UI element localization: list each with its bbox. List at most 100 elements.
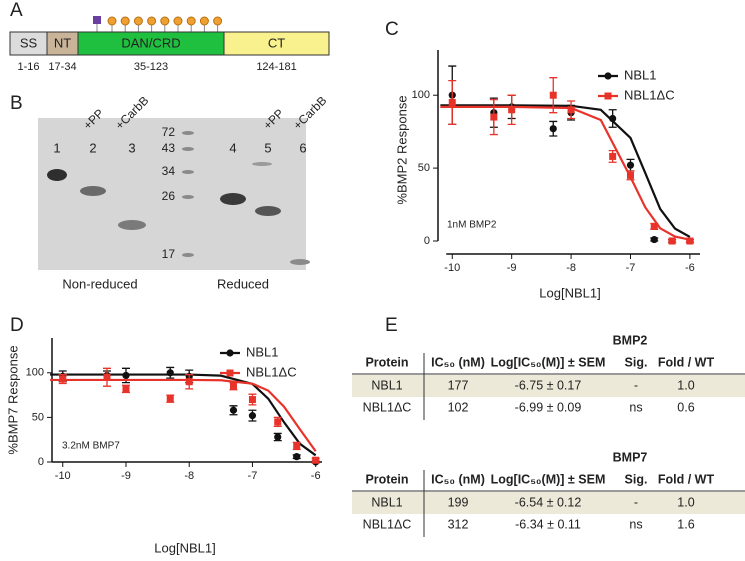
marker-label: 34 <box>162 164 176 178</box>
x-tick-label: -9 <box>507 262 517 274</box>
point <box>274 433 282 441</box>
table-cell: ns <box>629 517 642 531</box>
square-symbol <box>93 16 101 24</box>
table-cell: NBL1 <box>371 495 402 509</box>
y-tick-label: 0 <box>38 456 44 468</box>
band <box>47 169 67 181</box>
y-tick-label: 50 <box>418 162 430 174</box>
table-header: Log[IC₅₀(M)] ± SEM <box>491 472 606 486</box>
domain-name: NT <box>54 35 71 50</box>
band <box>220 193 246 205</box>
circle-symbol <box>213 16 223 26</box>
domain-name: SS <box>20 35 38 50</box>
marker-label: 72 <box>162 125 176 139</box>
point <box>650 222 658 230</box>
point <box>626 161 635 169</box>
point <box>293 442 301 450</box>
table-cell: NBL1ΔC <box>363 517 412 531</box>
table-cell: - <box>634 495 638 509</box>
legend-label: NBL1ΔC <box>246 364 297 379</box>
lane-header: +CarbB <box>290 93 329 132</box>
circle-symbol <box>133 16 143 26</box>
domain-range: 1-16 <box>17 61 39 73</box>
domain-name: DAN/CRD <box>121 35 180 50</box>
row-shade <box>352 375 745 397</box>
marker-band <box>182 170 194 174</box>
x-axis-label: Log[NBL1] <box>154 540 215 555</box>
y-axis-label: %BMP7 Response <box>5 345 20 454</box>
legend-marker <box>226 349 234 357</box>
band <box>80 186 106 196</box>
point <box>609 114 617 123</box>
point <box>122 371 130 380</box>
circle-symbol <box>160 16 170 26</box>
table-header: Log[IC₅₀(M)] ± SEM <box>491 355 606 369</box>
circle-symbol <box>173 16 183 26</box>
point <box>166 369 174 377</box>
table-decor <box>352 353 745 537</box>
table-header: Sig. <box>625 472 648 486</box>
point <box>448 98 456 106</box>
legend-label: NBL1ΔC <box>624 87 675 102</box>
x-tick-label: -6 <box>311 470 321 482</box>
table-header: Sig. <box>625 355 648 369</box>
table-header: Fold / WT <box>658 355 715 369</box>
band <box>118 220 146 230</box>
table-cell: 199 <box>448 495 469 509</box>
x-tick-label: -8 <box>566 262 576 274</box>
marker-label: 26 <box>162 189 176 203</box>
table-cell: -6.99 ± 0.09 <box>515 400 582 414</box>
legend-label: NBL1 <box>246 344 279 359</box>
panel-label: C <box>385 19 399 40</box>
point <box>122 385 130 393</box>
x-axis-label: Log[NBL1] <box>539 285 600 300</box>
annotation: 1nM BMP2 <box>447 220 497 231</box>
lane-number: 3 <box>128 140 135 155</box>
marker-band <box>182 195 194 199</box>
table-cell: 1.6 <box>677 517 694 531</box>
marker-label: 43 <box>162 141 176 155</box>
x-tick-label: -6 <box>685 262 695 274</box>
x-tick-label: -8 <box>184 470 194 482</box>
circle-symbol <box>199 16 209 26</box>
lane-number: 6 <box>299 140 306 155</box>
table-cell: NBL1ΔC <box>363 400 412 414</box>
lane-number: 5 <box>264 140 271 155</box>
annotation: 3.2nM BMP7 <box>62 441 120 452</box>
marker-band <box>182 131 194 135</box>
y-tick-label: 0 <box>424 235 430 247</box>
gel <box>38 118 310 270</box>
group-label: Non-reduced <box>62 276 137 291</box>
domain-name: CT <box>268 35 285 50</box>
point <box>166 395 174 403</box>
y-axis-label: %BMP2 Response <box>394 95 409 204</box>
point <box>609 152 617 160</box>
point <box>274 418 282 426</box>
panel-label: D <box>10 315 24 336</box>
domain-range: 17-34 <box>48 61 76 73</box>
point <box>668 237 676 245</box>
point <box>549 91 557 99</box>
point <box>626 171 634 179</box>
table-header: Protein <box>365 355 408 369</box>
panel-label: B <box>10 93 23 114</box>
point <box>59 375 67 383</box>
table-cell: -6.34 ± 0.11 <box>515 517 581 531</box>
table-cell: 312 <box>448 517 469 531</box>
lane-number: 4 <box>229 140 236 155</box>
marker-band <box>182 147 194 151</box>
circle-symbol <box>147 16 157 26</box>
point <box>549 125 557 133</box>
table-cell: 0.6 <box>677 400 694 414</box>
table-title: BMP2 <box>613 333 648 347</box>
table-cell: 1.0 <box>677 495 694 509</box>
circle-symbol <box>186 16 196 26</box>
band <box>290 259 310 265</box>
marker-band <box>182 253 194 257</box>
point <box>248 412 257 420</box>
table-cell: - <box>634 378 638 392</box>
circle-symbol <box>107 16 117 26</box>
point <box>686 237 694 245</box>
table-cell: 1.0 <box>677 378 694 392</box>
